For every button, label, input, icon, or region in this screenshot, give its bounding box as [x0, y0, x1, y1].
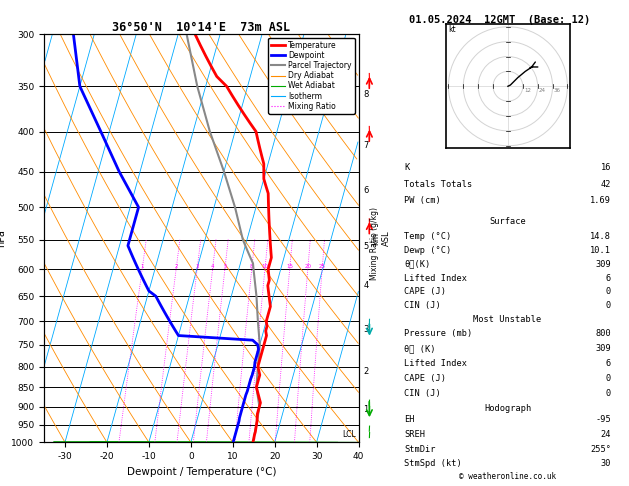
Text: 01.05.2024  12GMT  (Base: 12): 01.05.2024 12GMT (Base: 12)	[409, 15, 591, 25]
Text: 24: 24	[539, 88, 546, 93]
Text: 15: 15	[286, 264, 293, 269]
Text: 309: 309	[596, 344, 611, 353]
Legend: Temperature, Dewpoint, Parcel Trajectory, Dry Adiabat, Wet Adiabat, Isotherm, Mi: Temperature, Dewpoint, Parcel Trajectory…	[269, 38, 355, 114]
Text: CAPE (J): CAPE (J)	[404, 287, 446, 296]
Text: 3: 3	[196, 264, 199, 269]
Text: 309: 309	[596, 260, 611, 269]
Text: 16: 16	[601, 163, 611, 172]
Text: Lifted Index: Lifted Index	[404, 274, 467, 282]
Text: Temp (°C): Temp (°C)	[404, 232, 451, 241]
Title: 36°50'N  10°14'E  73m ASL: 36°50'N 10°14'E 73m ASL	[112, 21, 291, 34]
Text: CAPE (J): CAPE (J)	[404, 374, 446, 383]
Text: 1: 1	[140, 264, 144, 269]
Text: θᴇ (K): θᴇ (K)	[404, 344, 435, 353]
Text: Lifted Index: Lifted Index	[404, 359, 467, 368]
Y-axis label: hPa: hPa	[0, 229, 6, 247]
Text: CIN (J): CIN (J)	[404, 301, 441, 311]
Text: Pressure (mb): Pressure (mb)	[404, 329, 472, 338]
Text: kt: kt	[448, 25, 456, 34]
X-axis label: Dewpoint / Temperature (°C): Dewpoint / Temperature (°C)	[126, 467, 276, 477]
Text: -95: -95	[596, 416, 611, 424]
Text: 0: 0	[606, 374, 611, 383]
Text: LCL: LCL	[343, 431, 357, 439]
Text: 800: 800	[596, 329, 611, 338]
Text: 0: 0	[606, 287, 611, 296]
Text: 1.69: 1.69	[590, 196, 611, 206]
Text: SREH: SREH	[404, 430, 425, 439]
Text: 0: 0	[606, 301, 611, 311]
Text: StmDir: StmDir	[404, 445, 435, 453]
Text: Dewp (°C): Dewp (°C)	[404, 246, 451, 255]
Text: 24: 24	[601, 430, 611, 439]
Text: 10: 10	[262, 264, 269, 269]
Y-axis label: km
ASL: km ASL	[372, 230, 391, 246]
Text: Mixing Ratio (g/kg): Mixing Ratio (g/kg)	[370, 207, 379, 279]
Text: PW (cm): PW (cm)	[404, 196, 441, 206]
Text: 30: 30	[601, 459, 611, 468]
Text: CIN (J): CIN (J)	[404, 389, 441, 398]
Text: Totals Totals: Totals Totals	[404, 180, 472, 189]
Text: 12: 12	[524, 88, 531, 93]
Text: 5: 5	[223, 264, 226, 269]
Text: 25: 25	[319, 264, 326, 269]
Text: 42: 42	[601, 180, 611, 189]
Text: θᴇ(K): θᴇ(K)	[404, 260, 430, 269]
Text: 0: 0	[606, 389, 611, 398]
Text: 255°: 255°	[590, 445, 611, 453]
Text: Hodograph: Hodograph	[484, 404, 532, 414]
Text: 20: 20	[304, 264, 311, 269]
Text: 14.8: 14.8	[590, 232, 611, 241]
Text: 10.1: 10.1	[590, 246, 611, 255]
Text: Surface: Surface	[489, 217, 526, 226]
Text: StmSpd (kt): StmSpd (kt)	[404, 459, 462, 468]
Text: 36: 36	[554, 88, 561, 93]
Text: 4: 4	[211, 264, 214, 269]
Text: 6: 6	[606, 359, 611, 368]
Text: 2: 2	[174, 264, 178, 269]
Text: 6: 6	[606, 274, 611, 282]
Text: EH: EH	[404, 416, 415, 424]
Text: Most Unstable: Most Unstable	[474, 315, 542, 324]
Text: 8: 8	[250, 264, 253, 269]
Text: K: K	[404, 163, 409, 172]
Text: © weatheronline.co.uk: © weatheronline.co.uk	[459, 472, 556, 481]
